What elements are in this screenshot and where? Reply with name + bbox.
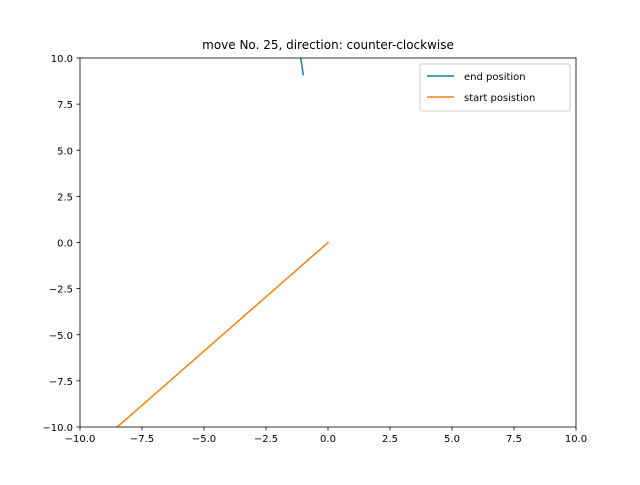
y-tick-label: 2.5 (57, 192, 73, 203)
x-tick-label: 0.0 (320, 434, 336, 445)
x-tick-label: 7.5 (506, 434, 522, 445)
x-tick-label: 10.0 (565, 434, 587, 445)
y-tick-label: −2.5 (49, 285, 73, 296)
x-tick-label: 5.0 (444, 434, 460, 445)
y-tick-label: −5.0 (49, 331, 73, 342)
y-tick-label: 7.5 (57, 100, 73, 111)
plot-area (116, 58, 330, 427)
y-tick-label: 10.0 (51, 54, 73, 65)
x-tick-label: −7.5 (130, 434, 154, 445)
series-line-1 (116, 241, 330, 427)
y-tick-label: 0.0 (57, 239, 73, 250)
legend-label-1: start posistion (464, 93, 535, 104)
y-tick-label: −10.0 (42, 423, 73, 434)
axes: −10.0 −7.5 −5.0 −2.5 0.0 2.5 5.0 7.5 10.0 −10.0 −7… (42, 54, 587, 445)
legend-label-0: end position (464, 72, 526, 83)
chart-title: move No. 25, direction: counter-clockwis… (202, 38, 454, 52)
x-tick-label: −10.0 (65, 434, 96, 445)
legend: end position start posistion (419, 63, 571, 112)
x-tick-label: −2.5 (254, 434, 278, 445)
x-tick-label: −5.0 (192, 434, 216, 445)
y-tick-label: −7.5 (49, 377, 73, 388)
x-tick-label: 2.5 (382, 434, 398, 445)
legend-box (419, 63, 571, 112)
series-line-0 (299, 58, 305, 76)
series-group (116, 58, 330, 427)
y-tick-label: 5.0 (57, 146, 73, 157)
